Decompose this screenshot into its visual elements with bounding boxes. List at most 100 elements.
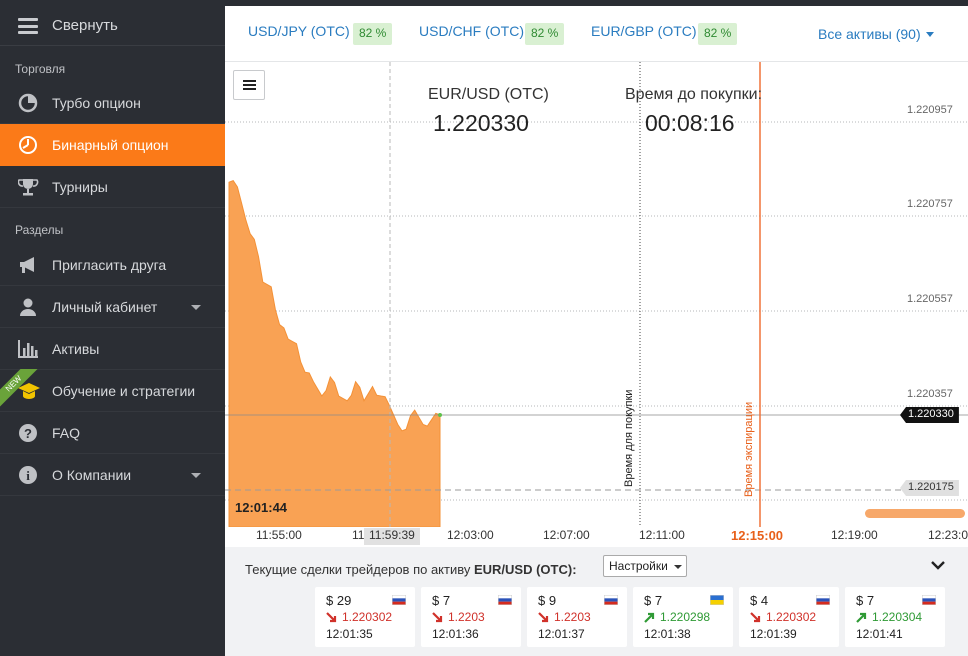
timer-label: Время до покупки:: [625, 86, 763, 103]
chart-svg: [225, 62, 968, 527]
trader-deals-panel: Текущие сделки трейдеров по активу EUR/U…: [225, 547, 968, 656]
trade-price: 1.220302: [342, 610, 393, 624]
trade-price: 1.220302: [766, 610, 817, 624]
y-tick-label: 1.220557: [907, 293, 953, 305]
crosshair-price-tag: 1.220175: [900, 480, 959, 496]
info-icon: i: [19, 466, 37, 484]
pair-name: EUR/USD (OTC): [428, 86, 549, 103]
main-panel: USD/JPY (OTC) 82 % USD/CHF (OTC) 82 % EU…: [225, 6, 968, 656]
russia-flag: [816, 595, 830, 605]
trade-price: 1.2203: [554, 610, 591, 624]
trade-price: 1.220304: [872, 610, 923, 624]
y-tick-label: 1.220357: [907, 388, 953, 400]
top-strip: [0, 0, 968, 6]
arrow-up-icon: [644, 612, 655, 623]
trade-card: $ 7 1.220304 12:01:41: [845, 587, 945, 647]
sidebar-item-assets[interactable]: Активы: [0, 328, 225, 370]
sidebar-item-label: О Компании: [52, 467, 132, 483]
sidebar-item-label: Турниры: [52, 179, 108, 195]
arrow-down-icon: [538, 612, 549, 623]
graduation-cap-icon: [18, 383, 40, 399]
asset-tab-usdjpy[interactable]: USD/JPY (OTC): [248, 23, 350, 39]
x-expiry-label: 12:15:00: [731, 528, 784, 543]
asset-tab-eurgbp[interactable]: EUR/GBP (OTC): [591, 23, 697, 39]
x-axis: 11:55:00 11 11:59:39 12:03:00 12:07:00 1…: [225, 527, 968, 547]
hamburger-icon: [18, 18, 38, 34]
asset-tab-usdchf[interactable]: USD/CHF (OTC): [419, 23, 524, 39]
pie-chart-icon: [18, 93, 38, 113]
payout-badge: 82 %: [525, 23, 565, 45]
arrow-down-icon: [750, 612, 761, 623]
trade-card: $ 7 1.2203 12:01:36: [421, 587, 521, 647]
all-assets-dropdown[interactable]: Все активы (90): [818, 26, 934, 42]
sidebar-item-label: Пригласить друга: [52, 257, 167, 273]
expiry-time-label: Время экспирации: [743, 401, 755, 497]
price-area: [228, 179, 441, 527]
trade-amount: $ 29: [326, 593, 352, 608]
trade-card: $ 29 1.220302 12:01:35: [315, 587, 415, 647]
current-price-tag: 1.220330: [900, 407, 959, 423]
trade-amount: $ 4: [750, 593, 769, 608]
sidebar-item-tournaments[interactable]: Турниры: [0, 166, 225, 208]
all-assets-label: Все активы (90): [818, 26, 921, 42]
trade-time: 12:01:35: [326, 627, 373, 641]
trade-time: 12:01:39: [750, 627, 797, 641]
trade-card: $ 7 1.220298 12:01:38: [633, 587, 733, 647]
sidebar-item-account[interactable]: Личный кабинет: [0, 286, 225, 328]
sidebar-item-label: Активы: [52, 341, 100, 357]
trade-price: 1.220298: [660, 610, 711, 624]
trade-price: 1.2203: [448, 610, 485, 624]
russia-flag: [392, 595, 406, 605]
chart-clock: 12:01:44: [235, 500, 288, 515]
section-sections-label: Разделы: [15, 223, 64, 237]
purchase-time-label: Время для покупки: [623, 389, 635, 487]
question-icon: ?: [19, 424, 37, 442]
timer-value: 00:08:16: [645, 110, 735, 136]
pair-price: 1.220330: [433, 110, 529, 136]
collapse-label: Свернуть: [52, 17, 118, 34]
settings-dropdown[interactable]: Настройки: [603, 555, 687, 577]
trade-amount: $ 7: [644, 593, 663, 608]
x-tick-label: 11:55:00: [256, 528, 302, 542]
x-hover-highlight: [364, 528, 420, 545]
section-trading-label: Торговля: [15, 62, 66, 76]
collapse-button[interactable]: Свернуть: [0, 6, 225, 46]
chart-menu-button[interactable]: [233, 70, 265, 100]
x-hover-label: 11:59:39: [369, 528, 415, 542]
x-tick-label: 12:07:00: [543, 528, 590, 542]
sidebar-item-turbo[interactable]: Турбо опцион: [0, 82, 225, 124]
x-tick-label: 12:11:00: [639, 528, 685, 542]
sidebar-item-faq[interactable]: ? FAQ: [0, 412, 225, 454]
trade-amount: $ 9: [538, 593, 557, 608]
sidebar: Свернуть Торговля Турбо опцион Бинарный …: [0, 0, 225, 656]
x-tick-label: 12:03:00: [447, 528, 494, 542]
trade-amount: $ 7: [856, 593, 875, 608]
price-chart[interactable]: EUR/USD (OTC) 1.220330 Время до покупки:…: [225, 62, 968, 527]
y-tick-label: 1.220957: [907, 104, 953, 116]
arrow-down-icon: [432, 612, 443, 623]
trades-title: Текущие сделки трейдеров по активу EUR/U…: [245, 562, 577, 577]
sidebar-item-education[interactable]: Обучение и стратегии: [0, 370, 225, 412]
trade-time: 12:01:37: [538, 627, 585, 641]
user-icon: [20, 298, 36, 316]
sidebar-item-label: Обучение и стратегии: [52, 383, 196, 399]
sidebar-item-about[interactable]: i О Компании: [0, 454, 225, 496]
russia-flag: [604, 595, 618, 605]
trade-time: 12:01:41: [856, 627, 903, 641]
chevron-down-icon: [674, 565, 682, 569]
new-badge: NEW: [0, 369, 40, 409]
chevron-down-icon: [925, 32, 934, 37]
x-tick-label: 11: [352, 528, 365, 542]
trade-time: 12:01:38: [644, 627, 691, 641]
scroll-handle[interactable]: [865, 509, 965, 518]
collapse-chevron-icon[interactable]: [930, 559, 946, 571]
chevron-down-icon[interactable]: [191, 305, 201, 310]
arrow-down-icon: [326, 612, 337, 623]
ukraine-flag: [710, 595, 724, 605]
chevron-down-icon[interactable]: [191, 473, 201, 478]
sidebar-item-label: Турбо опцион: [52, 95, 141, 111]
trade-card: $ 9 1.2203 12:01:37: [527, 587, 627, 647]
sidebar-item-binary[interactable]: Бинарный опцион: [0, 124, 225, 166]
sidebar-item-invite[interactable]: Пригласить друга: [0, 244, 225, 286]
russia-flag: [498, 595, 512, 605]
